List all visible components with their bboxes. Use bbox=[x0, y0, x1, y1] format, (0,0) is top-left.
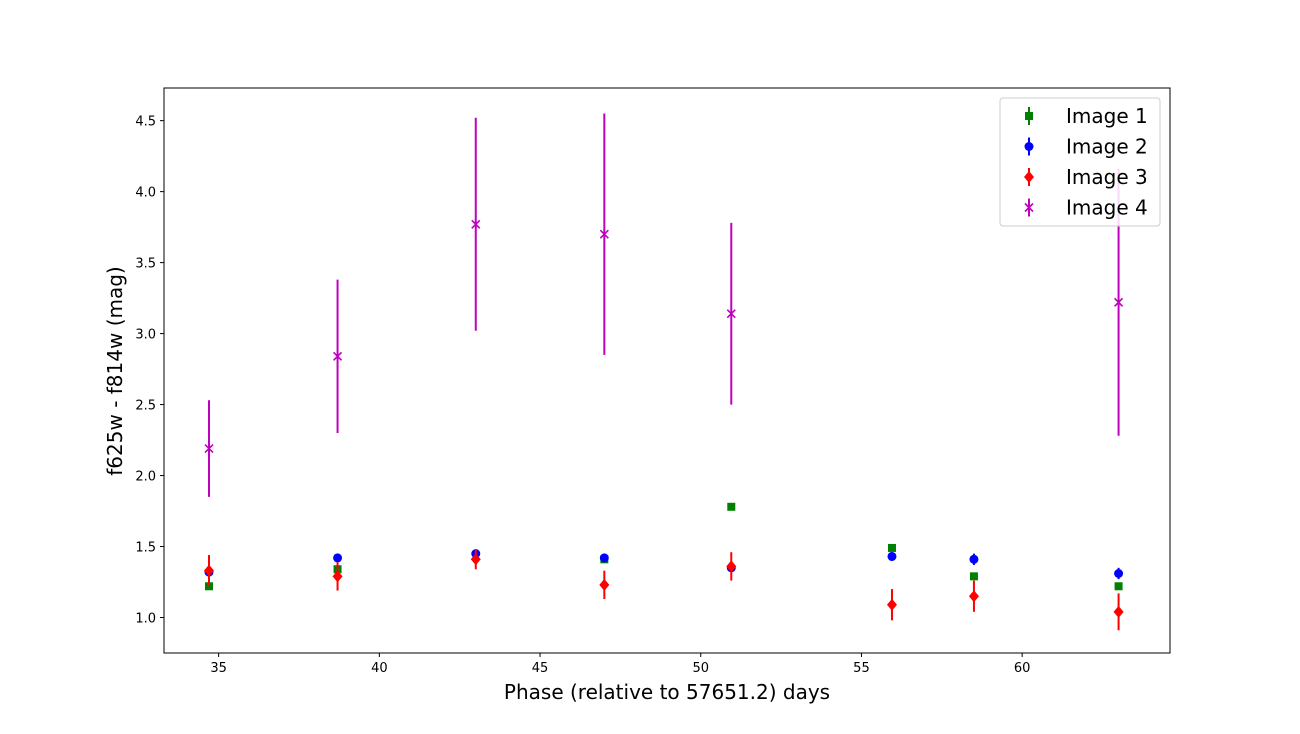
data-point-stroke-b bbox=[204, 444, 214, 454]
y-tick-label: 2.0 bbox=[135, 470, 156, 485]
data-point bbox=[470, 553, 481, 566]
legend-box bbox=[999, 97, 1161, 227]
legend-label: Image 2 bbox=[1066, 135, 1148, 159]
data-point bbox=[471, 219, 481, 229]
data-point bbox=[1114, 569, 1124, 579]
data-point bbox=[332, 570, 343, 583]
series-4 bbox=[204, 113, 1124, 497]
x-tick-label: 35 bbox=[210, 661, 227, 676]
data-point bbox=[332, 351, 343, 361]
y-tick-label: 3.0 bbox=[135, 328, 156, 343]
y-tick-label: 4.0 bbox=[135, 186, 156, 201]
legend-item: Image 2 bbox=[1024, 135, 1148, 159]
legend-item: Image 1 bbox=[1025, 104, 1148, 128]
data-point bbox=[204, 444, 214, 454]
data-point bbox=[886, 598, 897, 611]
data-point bbox=[887, 543, 896, 552]
data-point bbox=[726, 560, 737, 573]
legend-marker-stroke-b bbox=[1024, 202, 1034, 213]
x-tick-label: 50 bbox=[692, 661, 709, 676]
legend-marker bbox=[1024, 171, 1034, 183]
data-point bbox=[969, 572, 978, 581]
x-tick-label: 45 bbox=[532, 661, 549, 676]
y-tick-label: 3.5 bbox=[135, 257, 156, 272]
x-tick-label: 40 bbox=[371, 661, 388, 676]
data-point bbox=[887, 551, 897, 561]
data-point bbox=[726, 309, 736, 319]
legend-marker bbox=[1024, 142, 1034, 151]
data-point-stroke-b bbox=[726, 309, 736, 319]
data-point bbox=[599, 553, 609, 563]
data-point bbox=[333, 553, 343, 563]
data-point-stroke-b bbox=[1114, 297, 1124, 307]
legend-marker bbox=[1025, 112, 1033, 120]
y-tick-label: 1.5 bbox=[135, 541, 156, 556]
series-1 bbox=[204, 502, 1123, 591]
y-tick-label: 2.5 bbox=[135, 399, 156, 414]
data-point bbox=[968, 590, 979, 603]
x-tick-label: 55 bbox=[853, 661, 870, 676]
data-point bbox=[203, 564, 214, 577]
y-tick-label: 4.5 bbox=[135, 115, 156, 130]
y-axis-label: f625w - f814w (mag) bbox=[103, 266, 127, 475]
series-3 bbox=[203, 549, 1124, 631]
data-point bbox=[599, 578, 610, 591]
data-point-stroke-b bbox=[599, 229, 609, 239]
data-point bbox=[599, 229, 609, 239]
legend-marker bbox=[1024, 202, 1034, 213]
legend-label: Image 4 bbox=[1066, 196, 1148, 220]
plot-area bbox=[203, 113, 1124, 631]
legend: Image 1 Image 2 Image 3 Image 4 bbox=[999, 97, 1161, 227]
legend-item: Image 4 bbox=[1024, 196, 1148, 220]
series-2 bbox=[204, 549, 1124, 580]
data-point-stroke-b bbox=[471, 219, 481, 229]
data-point bbox=[1114, 582, 1123, 591]
legend-label: Image 3 bbox=[1066, 165, 1148, 189]
data-point bbox=[727, 502, 736, 511]
x-tick-label: 60 bbox=[1014, 661, 1031, 676]
axis-ticks: 35 40 45 50 55 60 1.0 1.5 2.0 2.5 3.0 3.5 4.0 4.5 bbox=[135, 115, 1030, 676]
data-point bbox=[1114, 297, 1124, 307]
legend-label: Image 1 bbox=[1066, 104, 1148, 128]
x-axis-label: Phase (relative to 57651.2) days bbox=[504, 680, 830, 704]
plot-frame bbox=[163, 87, 1171, 654]
data-point bbox=[969, 554, 979, 564]
data-point-stroke-b bbox=[332, 351, 343, 361]
y-tick-label: 1.0 bbox=[135, 612, 156, 627]
data-point bbox=[1113, 605, 1124, 618]
legend-item: Image 3 bbox=[1024, 165, 1148, 189]
